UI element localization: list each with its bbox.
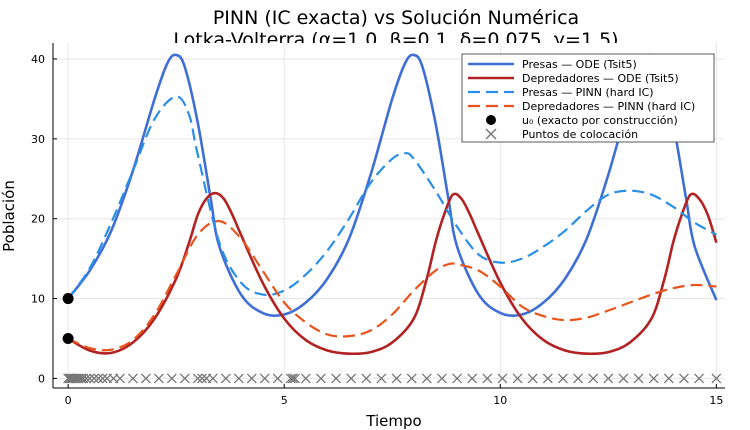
collocation-point [406,373,417,384]
y-tick-label: 10 [31,293,45,306]
collocation-point [179,373,190,384]
x-tick-label: 0 [65,394,72,407]
collocation-point [290,373,300,384]
collocation-point [588,373,599,384]
x-tick-label: 10 [493,394,507,407]
legend-swatch-ic [486,115,496,125]
x-tick-label: 5 [281,394,288,407]
collocation-point [89,373,100,384]
collocation-point [140,373,151,384]
collocation-point [618,373,629,384]
collocation-point [166,373,177,384]
collocation-point [220,373,231,384]
collocation-point [346,373,357,384]
collocation-point [557,373,568,384]
collocation-point [246,373,257,384]
collocation-point [512,373,523,384]
series-depredadores-pinn-line [67,219,717,352]
collocation-point [711,373,722,384]
collocation-point [436,373,447,384]
legend-label-4: Depredadores — PINN (hard IC) [522,100,695,113]
chart-title: PINN (IC exacta) vs Solución Numérica [213,7,579,29]
legend-label-collocation: Puntos de colocación [522,128,638,141]
collocation-point [331,373,342,384]
series-depredadores-ode-line [67,191,718,356]
collocation-point [207,373,218,384]
collocation-point [315,373,326,384]
y-tick-label: 40 [31,53,45,66]
markers-layer [62,293,722,384]
collocation-point [81,373,92,384]
legend-label-3: Presas — PINN (hard IC) [522,86,654,99]
collocation-point [648,373,659,384]
collocation-point [197,373,208,384]
collocation-point [115,373,125,384]
legend-label-1: Presas — ODE (Tsit5) [522,58,637,71]
collocation-point [272,373,283,384]
collocation-point [391,373,402,384]
collocation-point [300,373,311,384]
collocation-point [84,373,95,384]
x-axis-label: Tiempo [365,412,421,430]
legend-label-2: Depredadores — ODE (Tsit5) [522,72,679,85]
collocation-point [542,373,553,384]
collocation-point [633,373,644,384]
y-tick-label: 0 [38,372,45,385]
collocation-point [361,373,372,384]
collocation-point [192,373,203,384]
legend-label-ic: u₀ (exacto por construcción) [522,114,678,127]
initial-condition-point [62,293,74,305]
series-presas-pinn-line [67,95,717,300]
collocation-point [376,373,387,384]
collocation-point [694,373,705,384]
collocation-point [573,373,584,384]
collocation-point [467,373,478,384]
y-tick-label: 30 [31,133,45,146]
y-axis-label: Población [0,180,18,252]
axes: 0 5 10 15 0 10 20 30 40 [31,43,725,407]
collocation-point [153,373,164,384]
legend-swatch-collocation [485,128,497,140]
collocation-point [93,373,104,384]
collocation-point [482,373,493,384]
collocation-point [127,373,138,384]
collocation-point [497,373,508,384]
legend-box [461,53,715,143]
collocation-point [527,373,538,384]
collocation-point [452,373,463,384]
collocation-point [97,373,108,384]
y-tick-label: 20 [31,213,45,226]
collocation-point [663,373,674,384]
collocation-point [233,373,244,384]
initial-condition-point [62,332,74,344]
collocation-point [259,373,270,384]
collocation-point [421,373,432,384]
collocation-point [73,373,84,384]
x-tick-label: 15 [709,394,723,407]
collocation-point [678,373,689,384]
collocation-point [603,373,614,384]
legend: Presas — ODE (Tsit5)Depredadores — ODE (… [461,53,715,143]
collocation-point [285,373,296,384]
collocation-point [287,373,298,384]
